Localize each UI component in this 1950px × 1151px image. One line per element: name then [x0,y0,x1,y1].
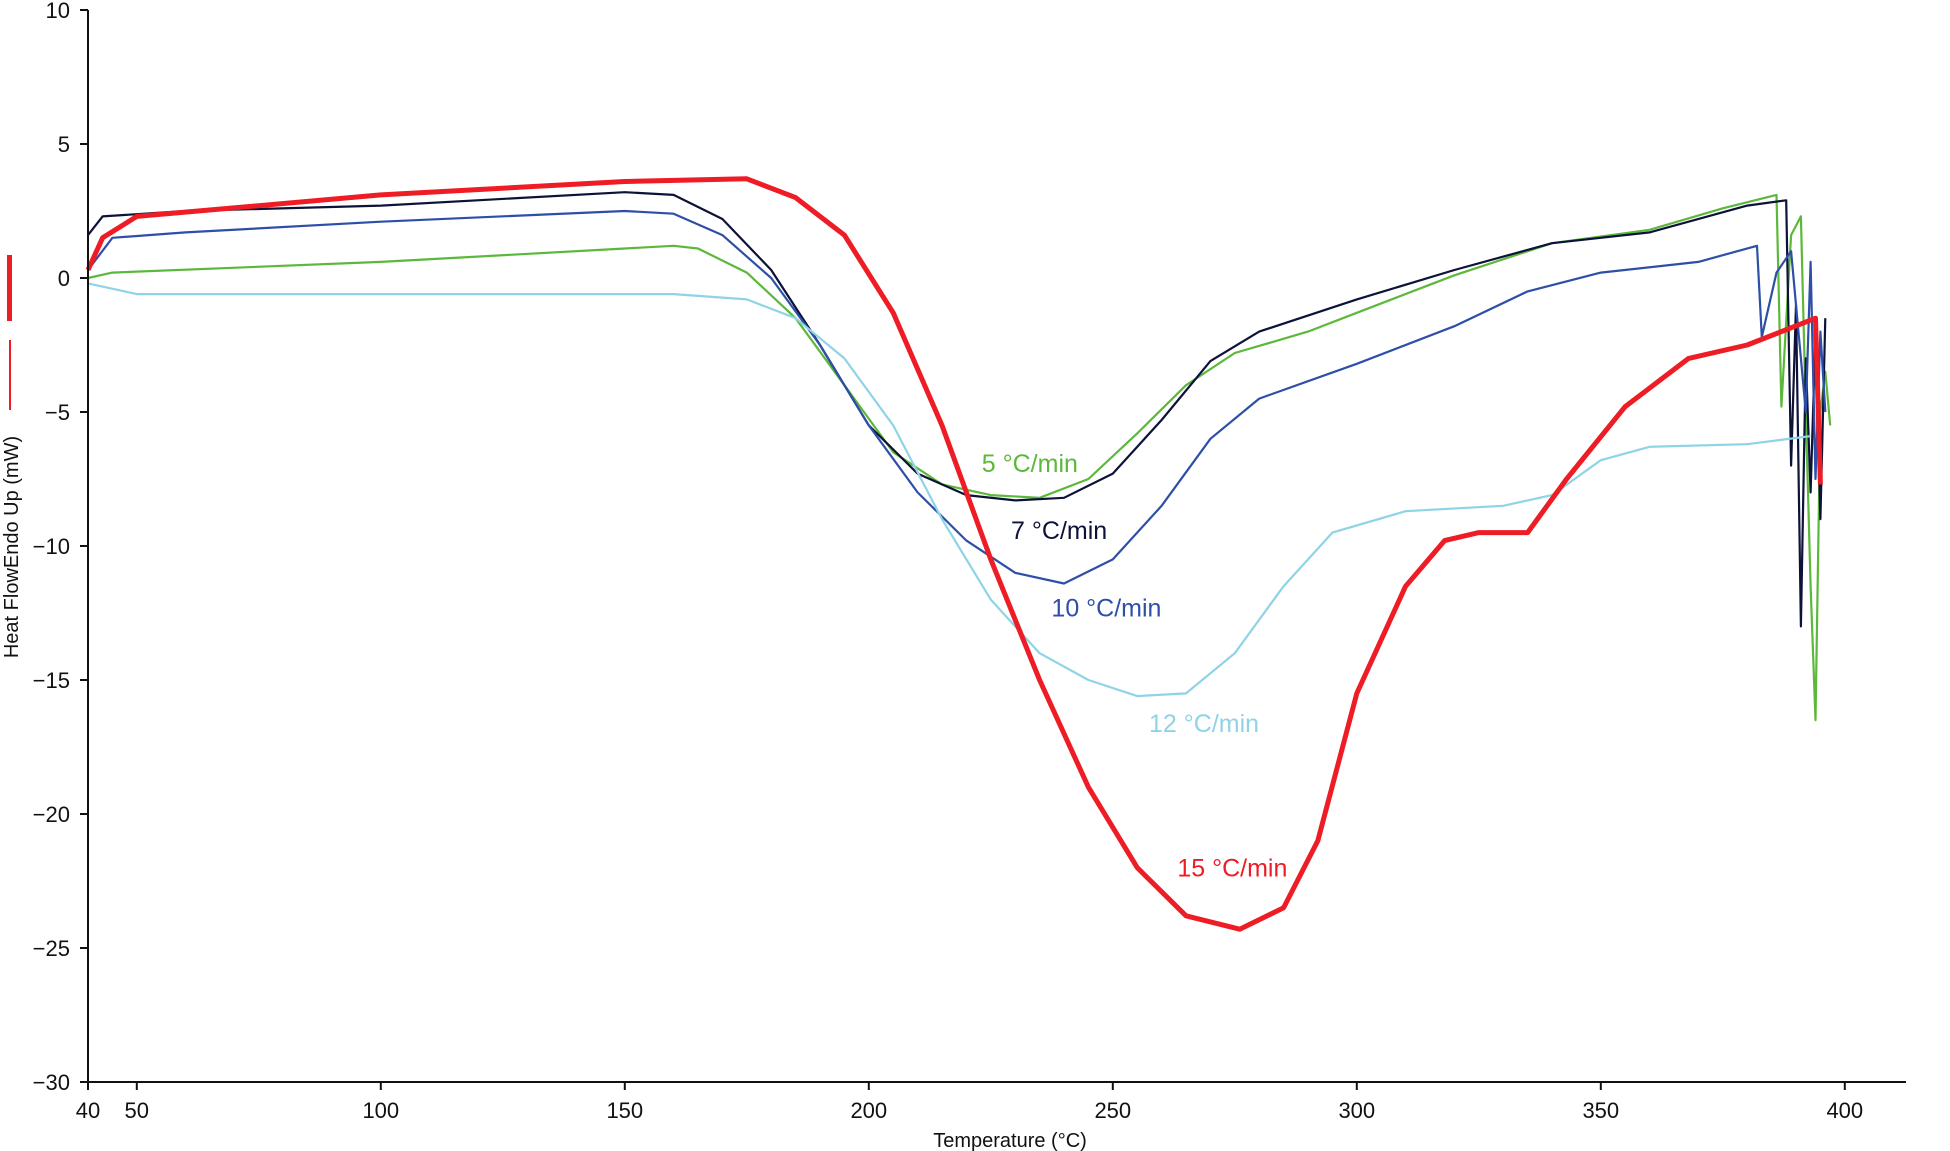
series-annotation: 10 °C/min [1051,595,1161,623]
series-line-5c-per-min [87,193,1832,722]
series-annotation: 12 °C/min [1149,710,1259,738]
legend-marker-thin [9,340,11,410]
ticks-layer: 40 50 100 150 200 250 300 350 4001050−5−10−15−20… [33,0,1863,1123]
y-axis-label: Heat FlowEndo Up (mW) [1,436,23,658]
y-tick-label: −25 [33,936,70,961]
x-tick-label: 200 [850,1098,887,1123]
x-tick-label: 150 [606,1098,643,1123]
y-tick-label: −30 [33,1070,70,1095]
y-tick-label: −20 [33,802,70,827]
x-tick-label: 400 [1826,1098,1863,1123]
series-line-7c-per-min [87,191,1827,628]
x-tick-label: 50 [125,1098,149,1123]
series-annotation: 5 °C/min [982,450,1078,478]
series-annotation: 15 °C/min [1177,855,1287,883]
x-tick-label: 350 [1582,1098,1619,1123]
x-tick-label: 300 [1338,1098,1375,1123]
x-tick-label: 100 [362,1098,399,1123]
series-line-10c-per-min [87,209,1827,585]
y-tick-label: 10 [46,0,70,23]
series-line-12c-per-min [87,282,1811,698]
annotation-layer: 5 °C/min 7 °C/min 10 °C/min 12 °C/min 15 °C/… [982,450,1288,883]
legend-marker-thick [7,255,12,321]
series-line-15c-per-min [85,176,1823,932]
series-annotation: 7 °C/min [1011,517,1107,545]
x-tick-label: 40 [76,1098,100,1123]
x-axis-label: Temperature (°C) [933,1130,1087,1151]
y-tick-label: −10 [33,534,70,559]
y-tick-label: −15 [33,668,70,693]
y-tick-label: 5 [58,132,70,157]
series-layer [85,176,1832,932]
x-tick-label: 250 [1094,1098,1131,1123]
y-tick-label: −5 [45,400,70,425]
y-tick-label: 0 [58,266,70,291]
